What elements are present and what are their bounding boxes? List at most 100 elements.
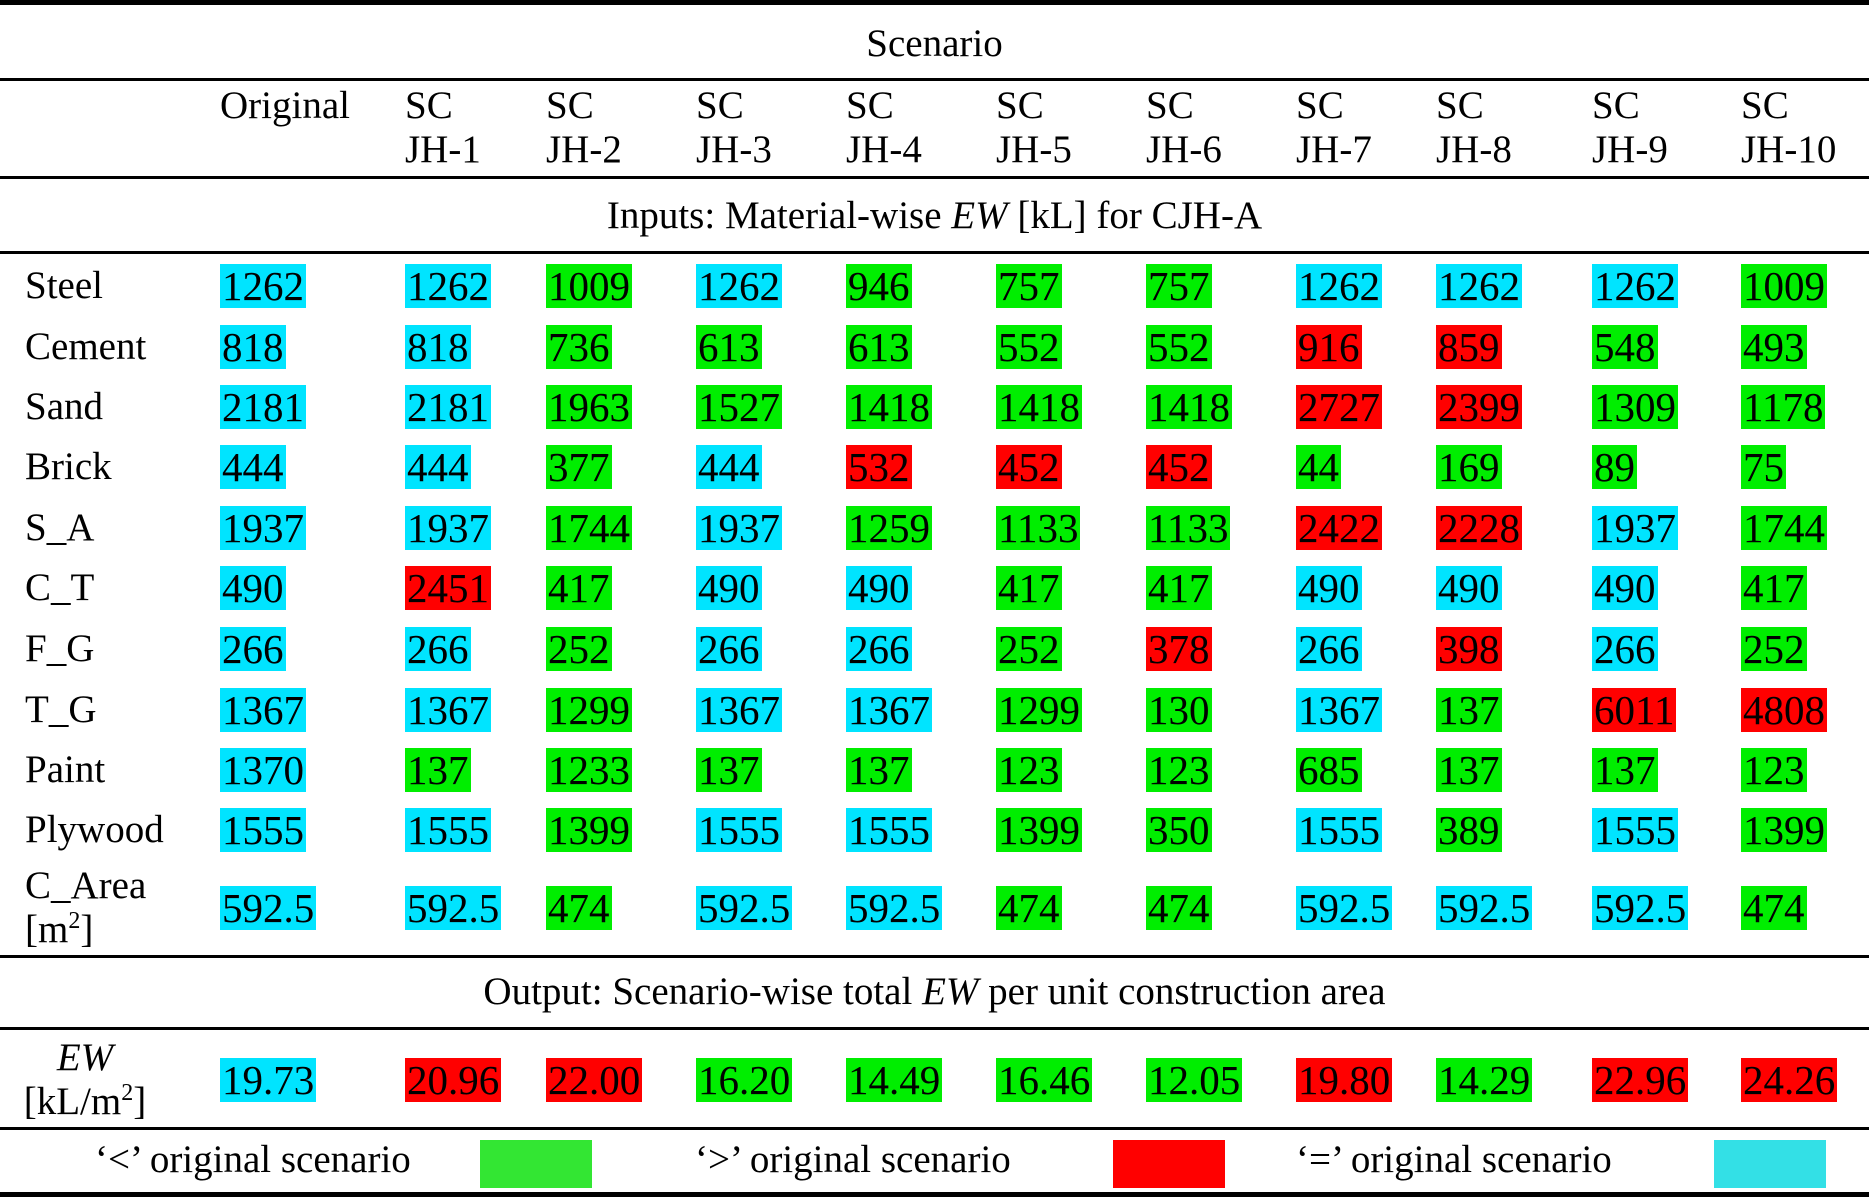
table-cell: 137	[385, 748, 526, 792]
table-cell: 22.96	[1572, 1058, 1721, 1102]
cell-value: 417	[546, 565, 612, 611]
cell-value: 417	[1146, 565, 1212, 611]
cell-value: 490	[1296, 565, 1362, 611]
table-cell: 1309	[1572, 385, 1721, 429]
cell-value: 592.5	[846, 885, 943, 931]
row-label: S_A	[25, 506, 95, 549]
cell-value: 6011	[1592, 687, 1677, 733]
cell-value: 859	[1436, 324, 1502, 370]
table-cell: 1527	[676, 385, 826, 429]
table-row: T_G 1367 1367 1299 1367 1367 1299 130 1367 137 601…	[0, 680, 1869, 740]
table-cell: 252	[1721, 627, 1869, 671]
table-cell: 1937	[385, 506, 526, 550]
column-header: SC JH-7	[1296, 84, 1372, 171]
cell-value: 1370	[220, 747, 306, 793]
cell-value: 613	[696, 324, 762, 370]
table-cell: 2399	[1416, 385, 1572, 429]
table-cell: 417	[526, 566, 676, 610]
cell-value: 1963	[546, 384, 632, 430]
table-cell: 252	[976, 627, 1126, 671]
table-cell: 592.5	[676, 886, 826, 930]
table-cell: 1133	[976, 506, 1126, 550]
cell-value: 1262	[696, 263, 782, 309]
table-cell: 474	[1126, 886, 1276, 930]
cell-value: 123	[1146, 747, 1212, 793]
cell-value: 1262	[220, 263, 306, 309]
table-cell: 1367	[826, 688, 976, 732]
table-cell: 592.5	[1572, 886, 1721, 930]
cell-value: 1262	[1436, 263, 1522, 309]
inputs-heading-post: [kL] for CJH-A	[1007, 194, 1263, 237]
cell-value: 377	[546, 444, 612, 490]
cell-value: 474	[1146, 885, 1212, 931]
cell-value: 1418	[1146, 384, 1232, 430]
table-cell: 1367	[385, 688, 526, 732]
table-cell: 444	[385, 445, 526, 489]
row-label: Plywood	[25, 808, 164, 851]
table-cell: 818	[200, 325, 385, 369]
cell-value: 818	[220, 324, 286, 370]
table-cell: 1367	[200, 688, 385, 732]
column-header-row: Original SC JH-1 SC JH-2 SC JH-3 SC JH-4 SC J…	[0, 82, 1869, 174]
cell-value: 474	[996, 885, 1062, 931]
table-cell: 444	[200, 445, 385, 489]
cell-value: 1555	[846, 807, 932, 853]
cell-value: 1299	[546, 687, 632, 733]
cell-value: 1233	[546, 747, 632, 793]
table-cell: 613	[826, 325, 976, 369]
table-cell: 490	[1572, 566, 1721, 610]
table-cell: 1133	[1126, 506, 1276, 550]
table-cell: 474	[1721, 886, 1869, 930]
table-row: Plywood 1555 1555 1399 1555 1555 1399 350 1555 38…	[0, 800, 1869, 860]
table-cell: 1262	[1416, 264, 1572, 308]
cell-value: 736	[546, 324, 612, 370]
table-cell: 6011	[1572, 688, 1721, 732]
cell-value: 444	[220, 444, 286, 490]
cell-value: 1367	[846, 687, 932, 733]
table-cell: 532	[826, 445, 976, 489]
cell-value: 137	[846, 747, 912, 793]
cell-value: 2228	[1436, 505, 1522, 551]
table-cell: 137	[1572, 748, 1721, 792]
cell-value: 1262	[1592, 263, 1678, 309]
cell-value: 490	[1436, 565, 1502, 611]
table-cell: 252	[526, 627, 676, 671]
table-cell: 452	[1126, 445, 1276, 489]
output-label-unit: [kL/m	[23, 1080, 122, 1123]
table-cell: 1744	[1721, 506, 1869, 550]
table-row: Cement 818 818 736 613 613 552 552 916 859 548 493	[0, 317, 1869, 377]
cell-value: 169	[1436, 444, 1502, 490]
cell-value: 1527	[696, 384, 782, 430]
output-label-line1: EW	[56, 1036, 114, 1079]
cell-value: 1367	[405, 687, 491, 733]
table-cell: 592.5	[1416, 886, 1572, 930]
table-cell: 1555	[1572, 808, 1721, 852]
cell-value: 12.05	[1146, 1057, 1243, 1103]
cell-value: 452	[996, 444, 1062, 490]
table-cell: 1555	[676, 808, 826, 852]
row-label: Brick	[25, 445, 112, 488]
cell-value: 389	[1436, 807, 1502, 853]
table-cell: 916	[1276, 325, 1416, 369]
cell-value: 1937	[405, 505, 491, 551]
table-cell: 2451	[385, 566, 526, 610]
legend-gt-label: ‘>’ original scenario	[695, 1138, 1011, 1181]
table-cell: 89	[1572, 445, 1721, 489]
cell-value: 137	[696, 747, 762, 793]
column-header: Original	[220, 84, 350, 127]
table-cell: 19.73	[200, 1058, 385, 1102]
top-rule	[0, 0, 1869, 5]
column-header: SC JH-5	[996, 84, 1072, 171]
cell-value: 1309	[1592, 384, 1678, 430]
table-cell: 137	[1416, 688, 1572, 732]
table-cell: 2181	[385, 385, 526, 429]
table-cell: 1937	[676, 506, 826, 550]
table-cell: 493	[1721, 325, 1869, 369]
cell-value: 592.5	[1436, 885, 1533, 931]
cell-value: 4808	[1741, 687, 1827, 733]
cell-value: 1937	[1592, 505, 1678, 551]
cell-value: 1555	[1592, 807, 1678, 853]
cell-value: 2422	[1296, 505, 1382, 551]
output-label-sup: 2	[121, 1080, 134, 1106]
cell-value: 266	[1296, 626, 1362, 672]
